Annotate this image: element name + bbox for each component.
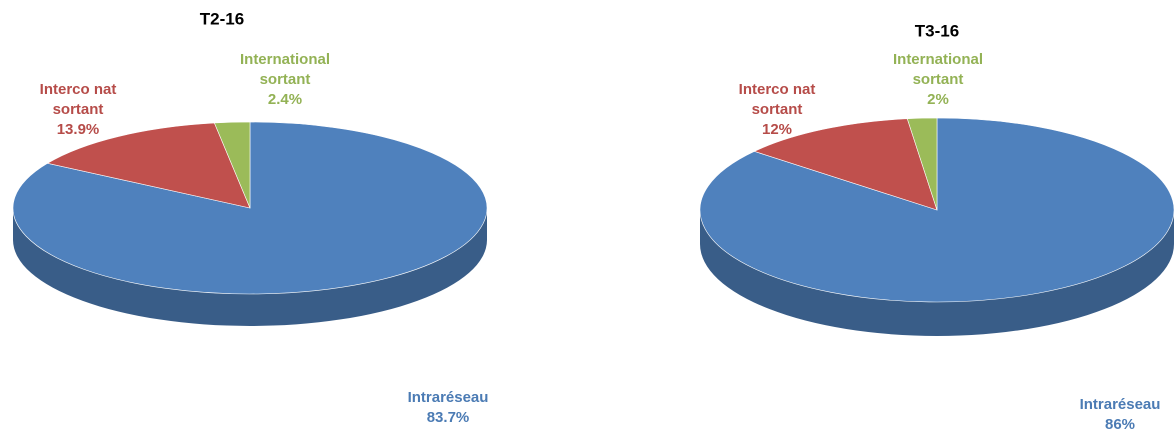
chart-title: T2-16 bbox=[200, 9, 244, 28]
slice bbox=[906, 117, 938, 211]
slice-label: Interco nat sortant bbox=[739, 81, 816, 118]
label-line: sortant bbox=[913, 71, 964, 88]
slice bbox=[213, 121, 251, 209]
chart-title: T3-16 bbox=[915, 21, 959, 40]
label-line: sortant bbox=[260, 71, 311, 88]
label-line: International bbox=[240, 51, 330, 68]
slice-label: Intraréseau bbox=[1080, 396, 1161, 413]
value-label: 2.4% bbox=[268, 91, 302, 108]
label-line: sortant bbox=[53, 101, 104, 118]
label-line: Interco nat bbox=[40, 81, 117, 98]
slice-label: International sortant bbox=[240, 51, 330, 88]
value-label: 83.7% bbox=[427, 409, 470, 426]
slice-label: International sortant bbox=[893, 51, 983, 88]
value-label: 12% bbox=[762, 121, 792, 138]
slice-side bbox=[700, 210, 1174, 336]
label-line: Interco nat bbox=[739, 81, 816, 98]
slice-label: Intraréseau bbox=[408, 389, 489, 406]
value-label: 2% bbox=[927, 91, 949, 108]
value-label: 13.9% bbox=[57, 121, 100, 138]
label-line: Intraréseau bbox=[1080, 396, 1161, 413]
slice-label: Interco nat sortant bbox=[40, 81, 117, 118]
slice bbox=[46, 122, 251, 209]
slice-side bbox=[13, 208, 487, 326]
value-label: 86% bbox=[1105, 416, 1135, 433]
label-line: sortant bbox=[752, 101, 803, 118]
slice bbox=[753, 118, 938, 211]
label-line: International bbox=[893, 51, 983, 68]
label-line: Intraréseau bbox=[408, 389, 489, 406]
